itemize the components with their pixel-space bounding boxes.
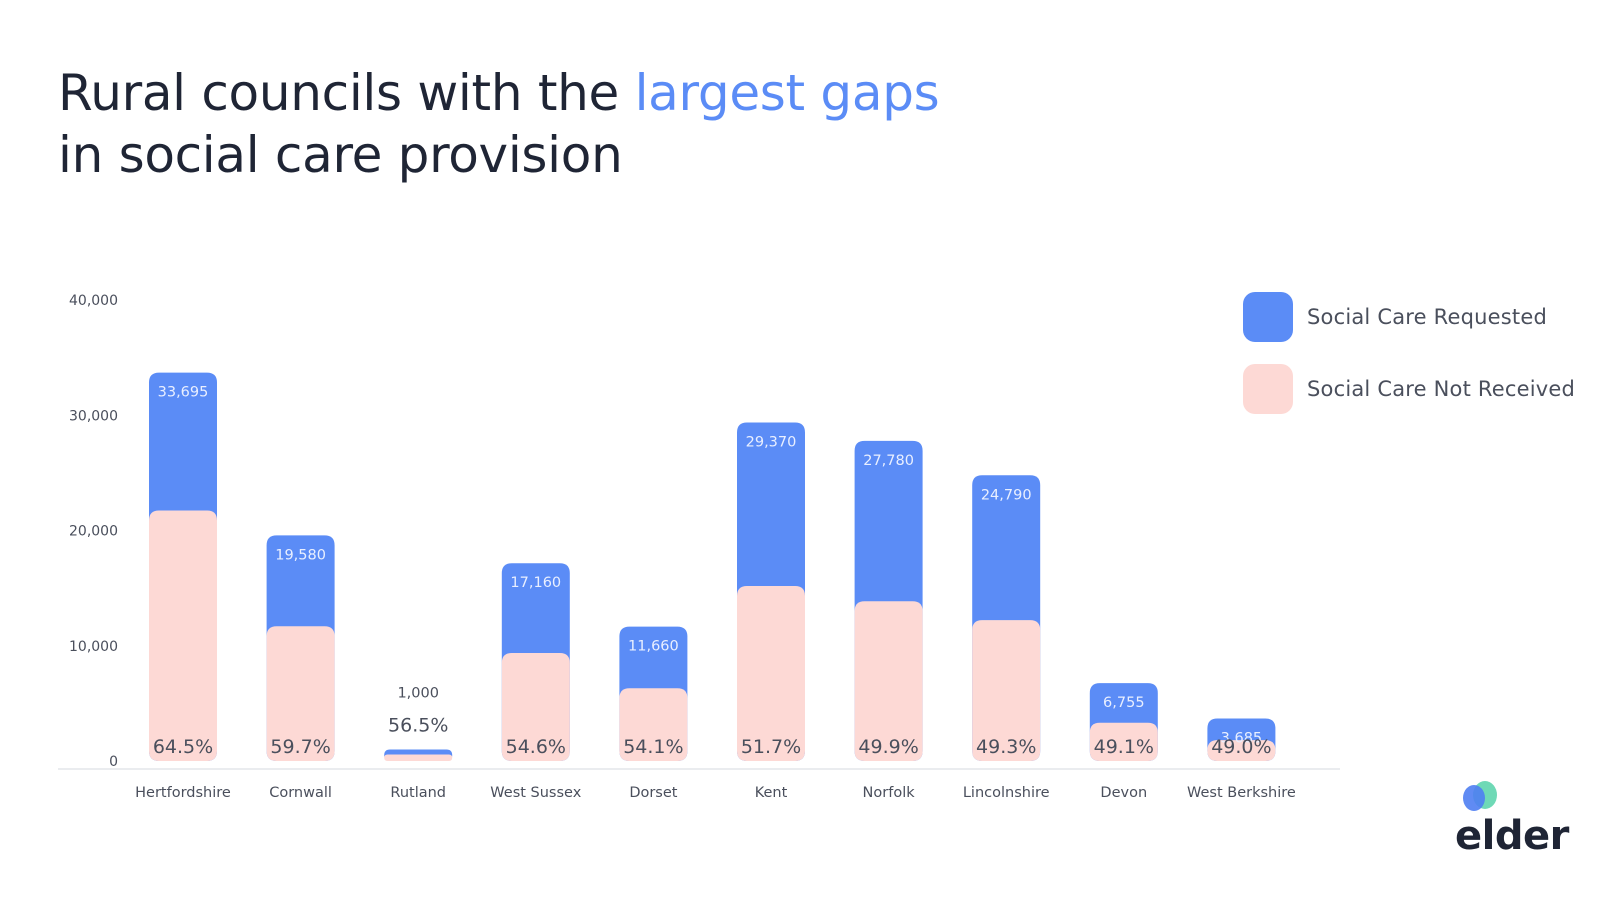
bar-not-received: [149, 510, 217, 761]
category-label: Dorset: [629, 785, 677, 801]
y-tick-label: 30,000: [69, 408, 118, 424]
value-label: 19,580: [275, 547, 326, 563]
logo-mark-icon: [1463, 781, 1497, 811]
legend-item-not-received: Social Care Not Received: [1243, 364, 1575, 414]
value-label: 27,780: [863, 453, 914, 469]
value-label: 24,790: [981, 487, 1032, 503]
percent-label: 51.7%: [741, 736, 801, 758]
percent-label: 56.5%: [388, 714, 448, 736]
value-label: 29,370: [746, 435, 797, 451]
legend: Social Care Requested Social Care Not Re…: [1243, 292, 1575, 436]
bar-not-received: [737, 586, 805, 761]
category-label: Norfolk: [863, 785, 916, 801]
percent-label: 49.0%: [1211, 736, 1271, 758]
y-tick-label: 0: [109, 754, 118, 770]
bar-not-received: [266, 626, 335, 761]
bar-not-received: [501, 653, 570, 761]
legend-swatch-requested: [1243, 292, 1293, 342]
elder-logo: elder: [1455, 781, 1569, 863]
percent-label: 49.1%: [1094, 736, 1154, 758]
bar-not-received: [1207, 740, 1276, 761]
percent-label: 59.7%: [270, 736, 330, 758]
value-label: 1,000: [397, 685, 439, 701]
title-line2: in social care provision: [58, 126, 623, 184]
percent-label: 49.9%: [858, 736, 918, 758]
category-label: Rutland: [390, 785, 446, 801]
title-accent: largest gaps: [634, 64, 940, 122]
value-label: 33,695: [158, 385, 209, 401]
legend-item-requested: Social Care Requested: [1243, 292, 1575, 342]
legend-swatch-not-received: [1243, 364, 1293, 414]
value-label: 3,685: [1221, 731, 1263, 747]
category-label: Lincolnshire: [963, 785, 1050, 801]
logo-blue-shape: [1463, 785, 1485, 811]
percent-label: 49.3%: [976, 736, 1036, 758]
category-label: West Berkshire: [1187, 785, 1296, 801]
bar-not-received: [1089, 722, 1158, 761]
percent-label: 54.1%: [623, 736, 683, 758]
value-label: 6,755: [1103, 695, 1145, 711]
value-label: 17,160: [510, 575, 561, 591]
y-tick-label: 40,000: [69, 293, 118, 309]
legend-label-not-received: Social Care Not Received: [1307, 377, 1576, 401]
category-label: Cornwall: [269, 785, 332, 801]
category-label: Kent: [755, 785, 788, 801]
legend-label-requested: Social Care Requested: [1307, 305, 1547, 329]
bar-not-received: [384, 754, 453, 761]
y-tick-label: 10,000: [69, 639, 118, 655]
title-prefix: Rural councils with the: [58, 64, 635, 122]
category-label: Devon: [1100, 785, 1147, 801]
bar-not-received: [854, 601, 923, 761]
chart-title: Rural councils with the largest gaps in s…: [58, 62, 940, 186]
category-label: Hertfordshire: [135, 785, 231, 801]
percent-label: 64.5%: [153, 736, 213, 758]
bar-not-received: [619, 688, 688, 761]
y-tick-label: 20,000: [69, 524, 118, 540]
percent-label: 54.6%: [506, 736, 566, 758]
bar-not-received: [972, 620, 1041, 761]
value-label: 11,660: [628, 639, 679, 655]
logo-text: elder: [1455, 813, 1569, 859]
category-label: West Sussex: [490, 785, 581, 801]
